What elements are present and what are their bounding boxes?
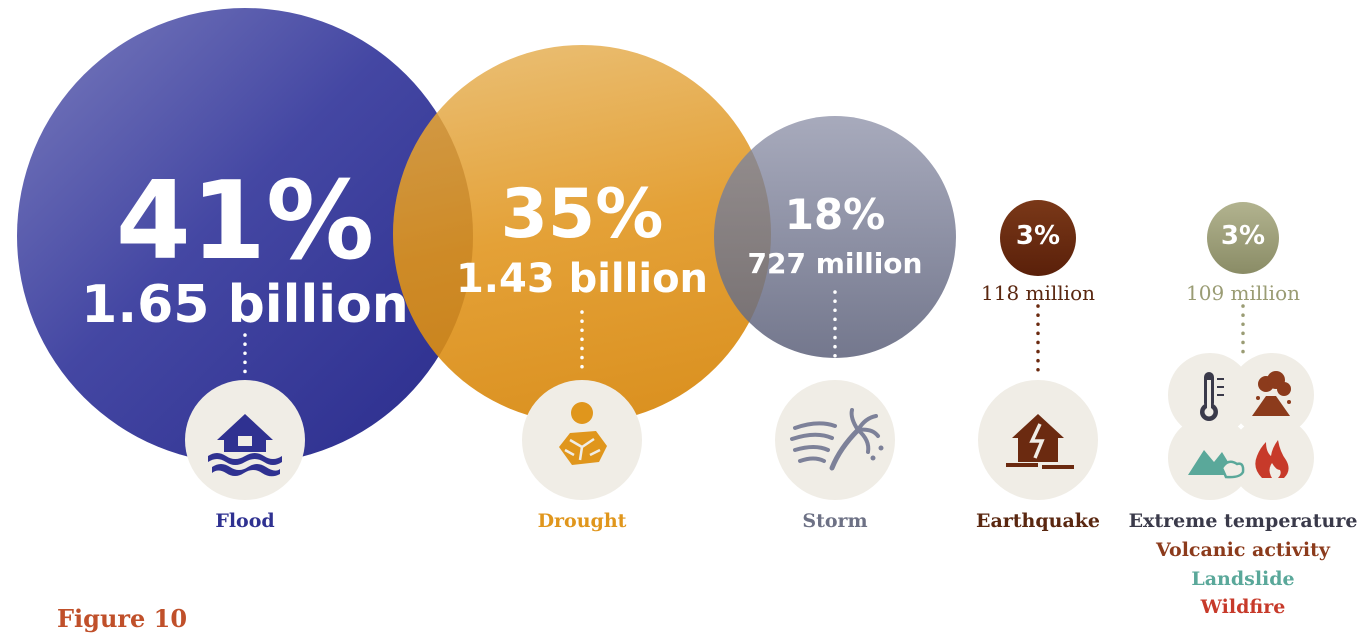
earthquake-percent: 3% [1015,221,1061,251]
earthquake-house-icon [1006,414,1074,469]
label-wildfire: Wildfire [1200,596,1286,618]
label-earthquake: Earthquake [975,510,1101,532]
other-people: 109 million [1185,281,1301,305]
bubble-chart [17,8,1314,500]
icon-bg-storm [775,380,895,500]
label-volcanic-activity: Volcanic activity [1156,539,1330,561]
thermometer-icon [1200,372,1224,421]
icon-bg-other-2 [1230,353,1314,437]
drought-people: 1.43 billion [455,256,709,302]
flood-percent: 41% [115,159,375,284]
storm-wind-icon [790,408,884,471]
chart-canvas: 41% 1.65 billion 35% 1.43 billion 18% 72… [17,8,1358,633]
storm-percent: 18% [784,190,886,239]
flood-house-icon [208,414,282,477]
drought-sun-icon [559,402,607,465]
flood-people: 1.65 billion [81,275,409,335]
label-storm: Storm [802,510,868,532]
label-landslide: Landslide [1191,568,1295,590]
bubble-drought [393,45,771,423]
label-drought: Drought [537,510,627,532]
label-flood: Flood [215,510,275,532]
bubble-storm [714,116,956,358]
bubble-earthquake [1000,200,1076,276]
figure-caption: Figure 10 [57,604,188,633]
drought-percent: 35% [500,175,664,254]
other-percent: 3% [1220,221,1266,251]
wildfire-icon [1255,440,1289,478]
bubble-flood [17,8,473,464]
earthquake-people: 118 million [980,281,1096,305]
bubble-other-hazards [1207,202,1279,274]
volcano-icon [1252,371,1291,416]
storm-people: 727 million [747,247,923,280]
landslide-icon [1188,450,1245,479]
label-extreme-temperature: Extreme temperature [1128,510,1358,532]
